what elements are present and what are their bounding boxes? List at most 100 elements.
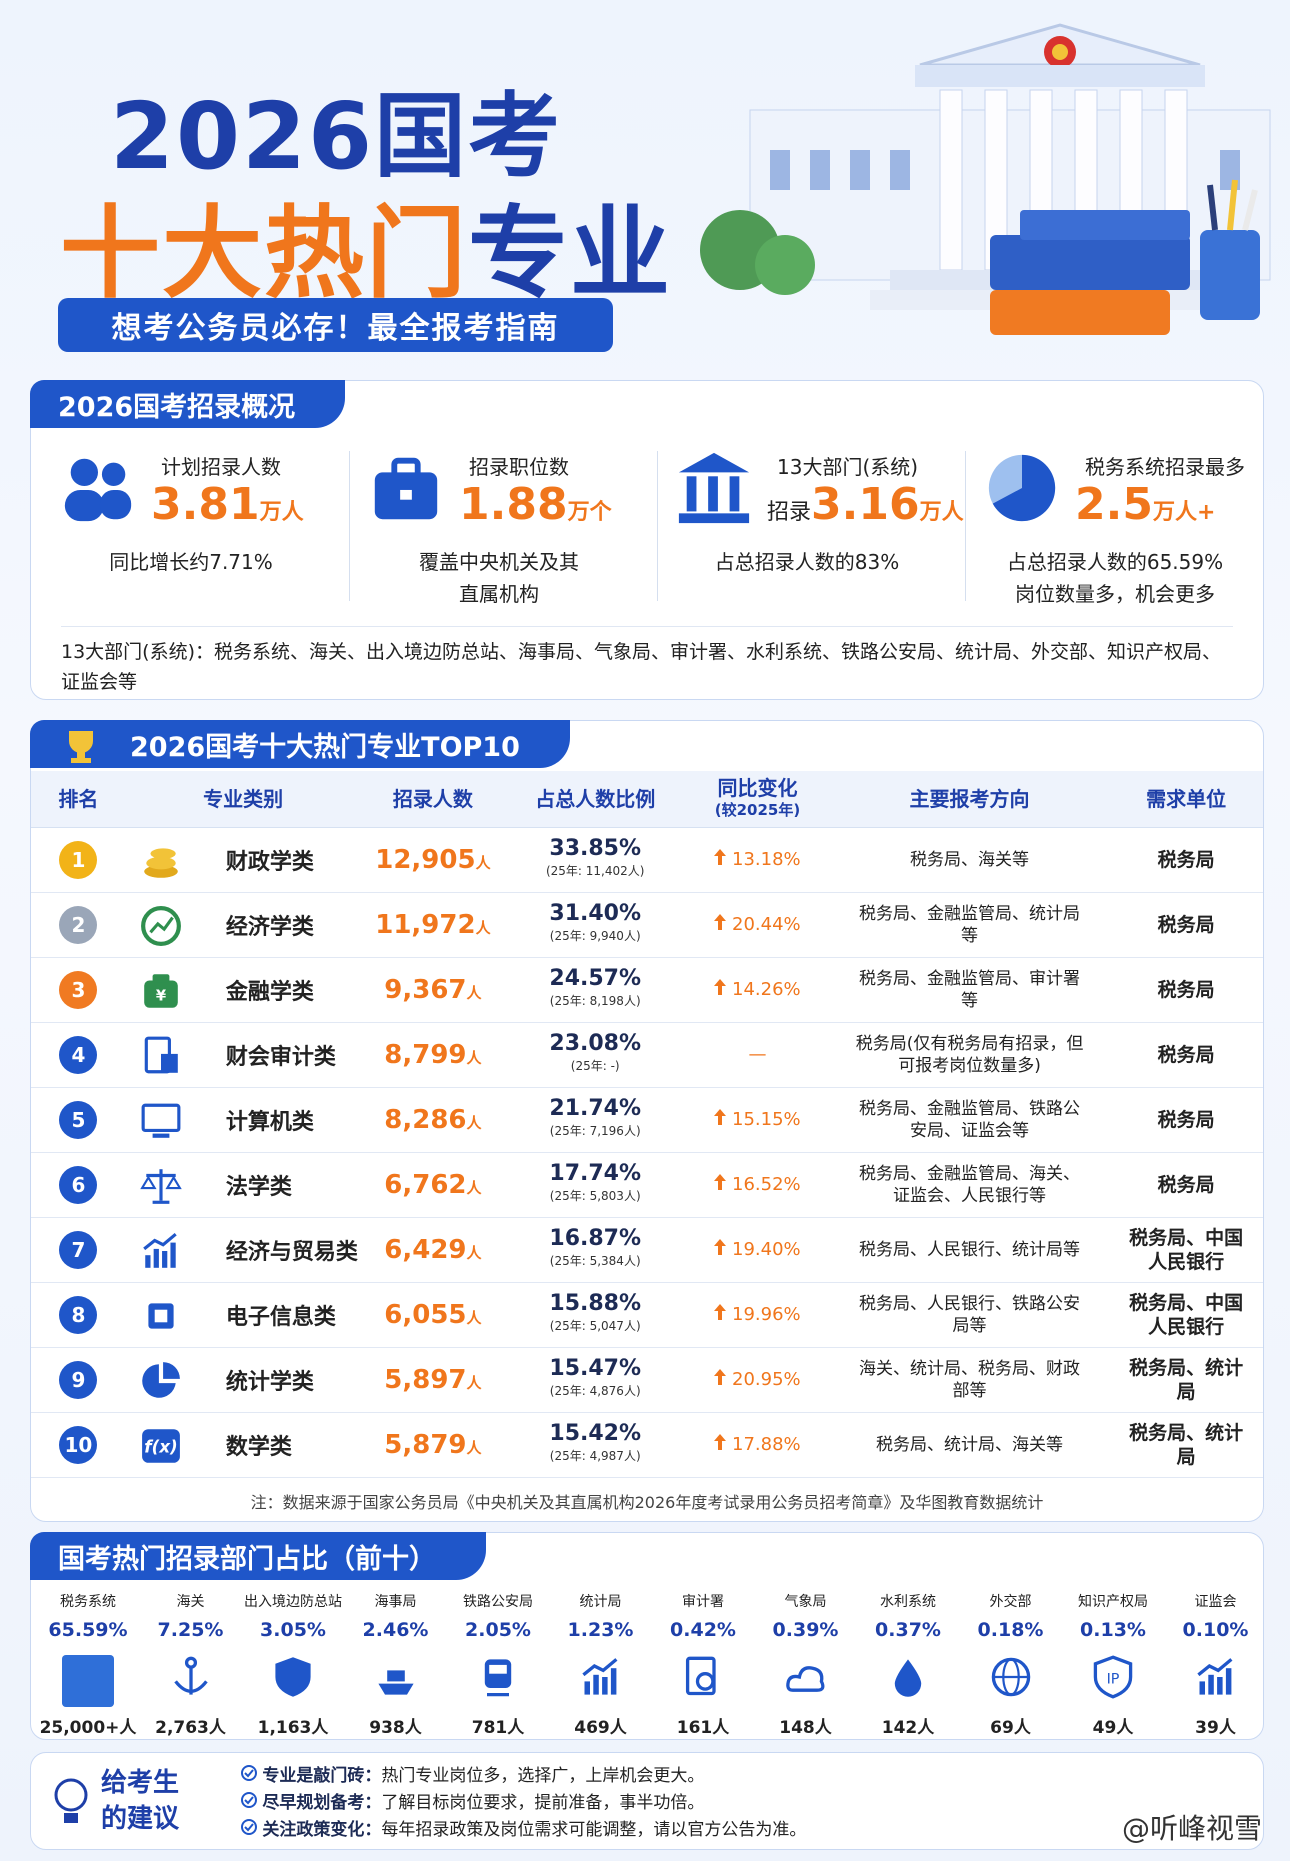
ratio-cell: 15.88% (25年: 5,047人)	[505, 1282, 686, 1348]
icon	[140, 1035, 182, 1077]
count-value: 12,905	[375, 844, 476, 875]
dept-item: 审计署 0.42% 161人	[652, 1591, 754, 1741]
prior-value: (25年: 8,198人)	[549, 993, 641, 1008]
change-cell: —	[685, 1022, 830, 1088]
count-value: 9,367	[384, 974, 467, 1005]
icon	[140, 1295, 182, 1337]
arrow-svg	[714, 914, 727, 930]
dept-name: 海事局	[374, 1594, 417, 1610]
rank-badge: 9	[59, 1360, 98, 1399]
table-row: 6 法学类 6,762人 17.74% (25年: 5,803人) 16.52% 税务局、…	[31, 1152, 1263, 1218]
arrow-svg	[714, 1239, 727, 1255]
dept-item: 税务系统 65.59% 25,000+人	[37, 1591, 139, 1741]
dept-count: 39人	[1195, 1718, 1236, 1738]
change-value: 20.44%	[732, 914, 801, 935]
unit-cell: 税务局、统计局	[1109, 1412, 1263, 1478]
up-arrow	[714, 1239, 732, 1260]
count-value: 11,972	[375, 909, 476, 940]
dept-count: 142人	[881, 1718, 935, 1738]
ratio-cell: 16.87% (25年: 5,384人)	[505, 1217, 686, 1283]
direction-cell: 税务局、金融监管局、铁路公安局、证监会等	[829, 1087, 1110, 1153]
ratio-value: 31.40%	[549, 900, 642, 926]
dept-pct: 0.37%	[875, 1619, 941, 1641]
stat-label: 计划招录人数	[161, 455, 281, 479]
stat-unit: 万人+	[1152, 500, 1216, 525]
major-name: 计算机类	[225, 1109, 314, 1135]
icon	[367, 449, 445, 527]
ratio-value: 15.42%	[549, 1420, 642, 1446]
unit-cell: 税务局	[1109, 827, 1263, 893]
column-header-text: 排名	[58, 786, 99, 811]
rank-badge: 8	[59, 1295, 98, 1334]
change-value: 19.40%	[732, 1239, 801, 1260]
count-value: 8,286	[384, 1104, 467, 1135]
table-body: 1 财政学类 12,905人 33.85% (25年: 11,402人) 13.18% 税…	[31, 827, 1263, 1478]
rank-cell: 8	[31, 1282, 126, 1348]
column-header: 主要报考方向	[829, 771, 1110, 828]
dept-share-title: 国考热门招录部门占比（前十）	[30, 1532, 486, 1580]
icon-svg	[374, 457, 438, 520]
icon	[59, 449, 137, 527]
column-header: 招录人数	[360, 771, 506, 828]
advice-head: 尽早规划备考：	[262, 1793, 382, 1813]
dept-pct: 1.23%	[567, 1619, 634, 1641]
count-cell: 5,897人	[360, 1347, 506, 1413]
svg-text:f(x): f(x)	[144, 1436, 177, 1456]
dept-item: 海关 7.25% 2,763人	[140, 1591, 242, 1741]
change-value: —	[748, 1044, 767, 1065]
change-value: 20.95%	[732, 1369, 801, 1390]
major-cell: 经济学类	[125, 892, 361, 958]
check-icon	[241, 1819, 262, 1840]
stat-notes: 同比增长约7.71%	[41, 546, 341, 578]
table-header: 排名 专业类别 招录人数 占总人数比例 同比变化 (较2025年) 主要报考方向 需求单位	[31, 771, 1263, 828]
prior-value: (25年: 7,196人)	[549, 1123, 641, 1138]
rank-cell: 3	[31, 957, 126, 1023]
icon-svg	[62, 1655, 114, 1707]
advice-text: 了解目标岗位要求，提前准备，事半功倍。	[381, 1793, 705, 1813]
prior-value: (25年: 5,047人)	[549, 1318, 641, 1333]
stat-value-line: 1.88万个	[459, 479, 612, 530]
dept-pct: 0.18%	[977, 1619, 1044, 1641]
prior-value: (25年: 5,803人)	[549, 1188, 641, 1203]
major-cell: 统计学类	[125, 1347, 361, 1413]
icon	[784, 1655, 828, 1699]
departments-label: 13大部门(系统)：	[61, 641, 215, 663]
stat-note: 占总招录人数的83%	[714, 550, 900, 574]
prior-value: (25年: 4,987人)	[549, 1448, 641, 1463]
ratio-value: 16.87%	[549, 1225, 642, 1251]
icon	[681, 1655, 725, 1699]
count-value: 6,055	[384, 1299, 467, 1330]
major-cell: 经济与贸易类	[125, 1217, 361, 1283]
advice-head: 专业是敲门砖：	[262, 1766, 382, 1786]
count-cell: 8,286人	[360, 1087, 506, 1153]
rank-cell: 1	[31, 827, 126, 893]
separator	[965, 451, 966, 601]
arrow-svg	[714, 979, 727, 995]
icon-svg	[678, 452, 750, 524]
icon	[140, 1360, 182, 1402]
count-value: 5,879	[384, 1429, 467, 1460]
ratio-cell: 21.74% (25年: 7,196人)	[505, 1087, 686, 1153]
stat-value: 2.5	[1075, 479, 1153, 530]
direction-cell: 海关、统计局、税务局、财政部等	[829, 1347, 1110, 1413]
icon-svg: IP	[1093, 1655, 1133, 1699]
major-name: 金融学类	[225, 979, 314, 1005]
ratio-cell: 17.74% (25年: 5,803人)	[505, 1152, 686, 1218]
stat-note: 直属机构	[459, 582, 539, 606]
icon-svg: f(x)	[141, 1428, 180, 1463]
trophy-icon	[69, 731, 93, 763]
rank-cell: 6	[31, 1152, 126, 1218]
dept-name: 铁路公安局	[463, 1594, 533, 1610]
icon-svg	[140, 905, 181, 946]
dept-name: 知识产权局	[1078, 1594, 1148, 1610]
bulb-icon	[54, 1778, 88, 1823]
dept-count: 781人	[471, 1718, 525, 1738]
change-cell: 19.96%	[685, 1282, 830, 1348]
icon: f(x)	[140, 1425, 182, 1467]
stat-label: 税务系统招录最多	[1085, 455, 1245, 479]
count-cell: 9,367人	[360, 957, 506, 1023]
column-header-text: 主要报考方向	[909, 786, 1030, 811]
dept-count: 161人	[676, 1718, 730, 1738]
change-value: 17.88%	[732, 1434, 801, 1455]
change-value: 15.15%	[732, 1109, 801, 1130]
